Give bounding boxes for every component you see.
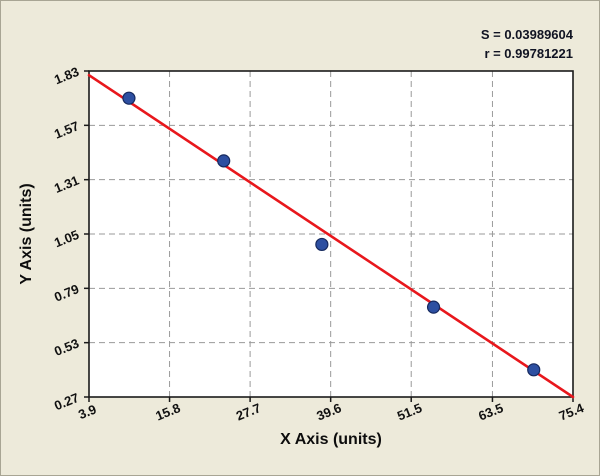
data-point bbox=[426, 300, 441, 314]
data-point bbox=[527, 363, 541, 377]
x-tick-label: 15.8 bbox=[153, 400, 182, 423]
x-tick-label: 63.5 bbox=[476, 400, 505, 423]
x-tick-label: 27.7 bbox=[234, 400, 263, 423]
x-tick-label: 51.5 bbox=[395, 400, 424, 423]
regression-line bbox=[87, 73, 575, 399]
x-tick-label: 39.6 bbox=[314, 400, 343, 423]
y-axis-title: Y Axis (units) bbox=[18, 183, 35, 285]
data-point bbox=[217, 154, 231, 168]
y-tick-label: 0.53 bbox=[52, 336, 81, 359]
data-point bbox=[315, 237, 329, 252]
stat-s-value: S = 0.03989604 bbox=[480, 27, 573, 42]
x-tick-label: 75.4 bbox=[557, 400, 587, 424]
data-point bbox=[122, 91, 136, 105]
fit-statistics: S = 0.03989604 r = 0.99781221 bbox=[481, 25, 573, 63]
y-tick-label: 0.79 bbox=[52, 281, 81, 304]
y-tick-label: 1.31 bbox=[52, 173, 81, 196]
y-tick-label: 1.57 bbox=[52, 118, 81, 141]
y-tick-label: 1.05 bbox=[52, 227, 81, 250]
x-tick-label: 3.9 bbox=[76, 401, 98, 422]
stat-r-value: r = 0.99781221 bbox=[484, 46, 573, 61]
y-tick-label: 1.83 bbox=[52, 64, 81, 87]
x-axis-title: X Axis (units) bbox=[280, 431, 382, 448]
